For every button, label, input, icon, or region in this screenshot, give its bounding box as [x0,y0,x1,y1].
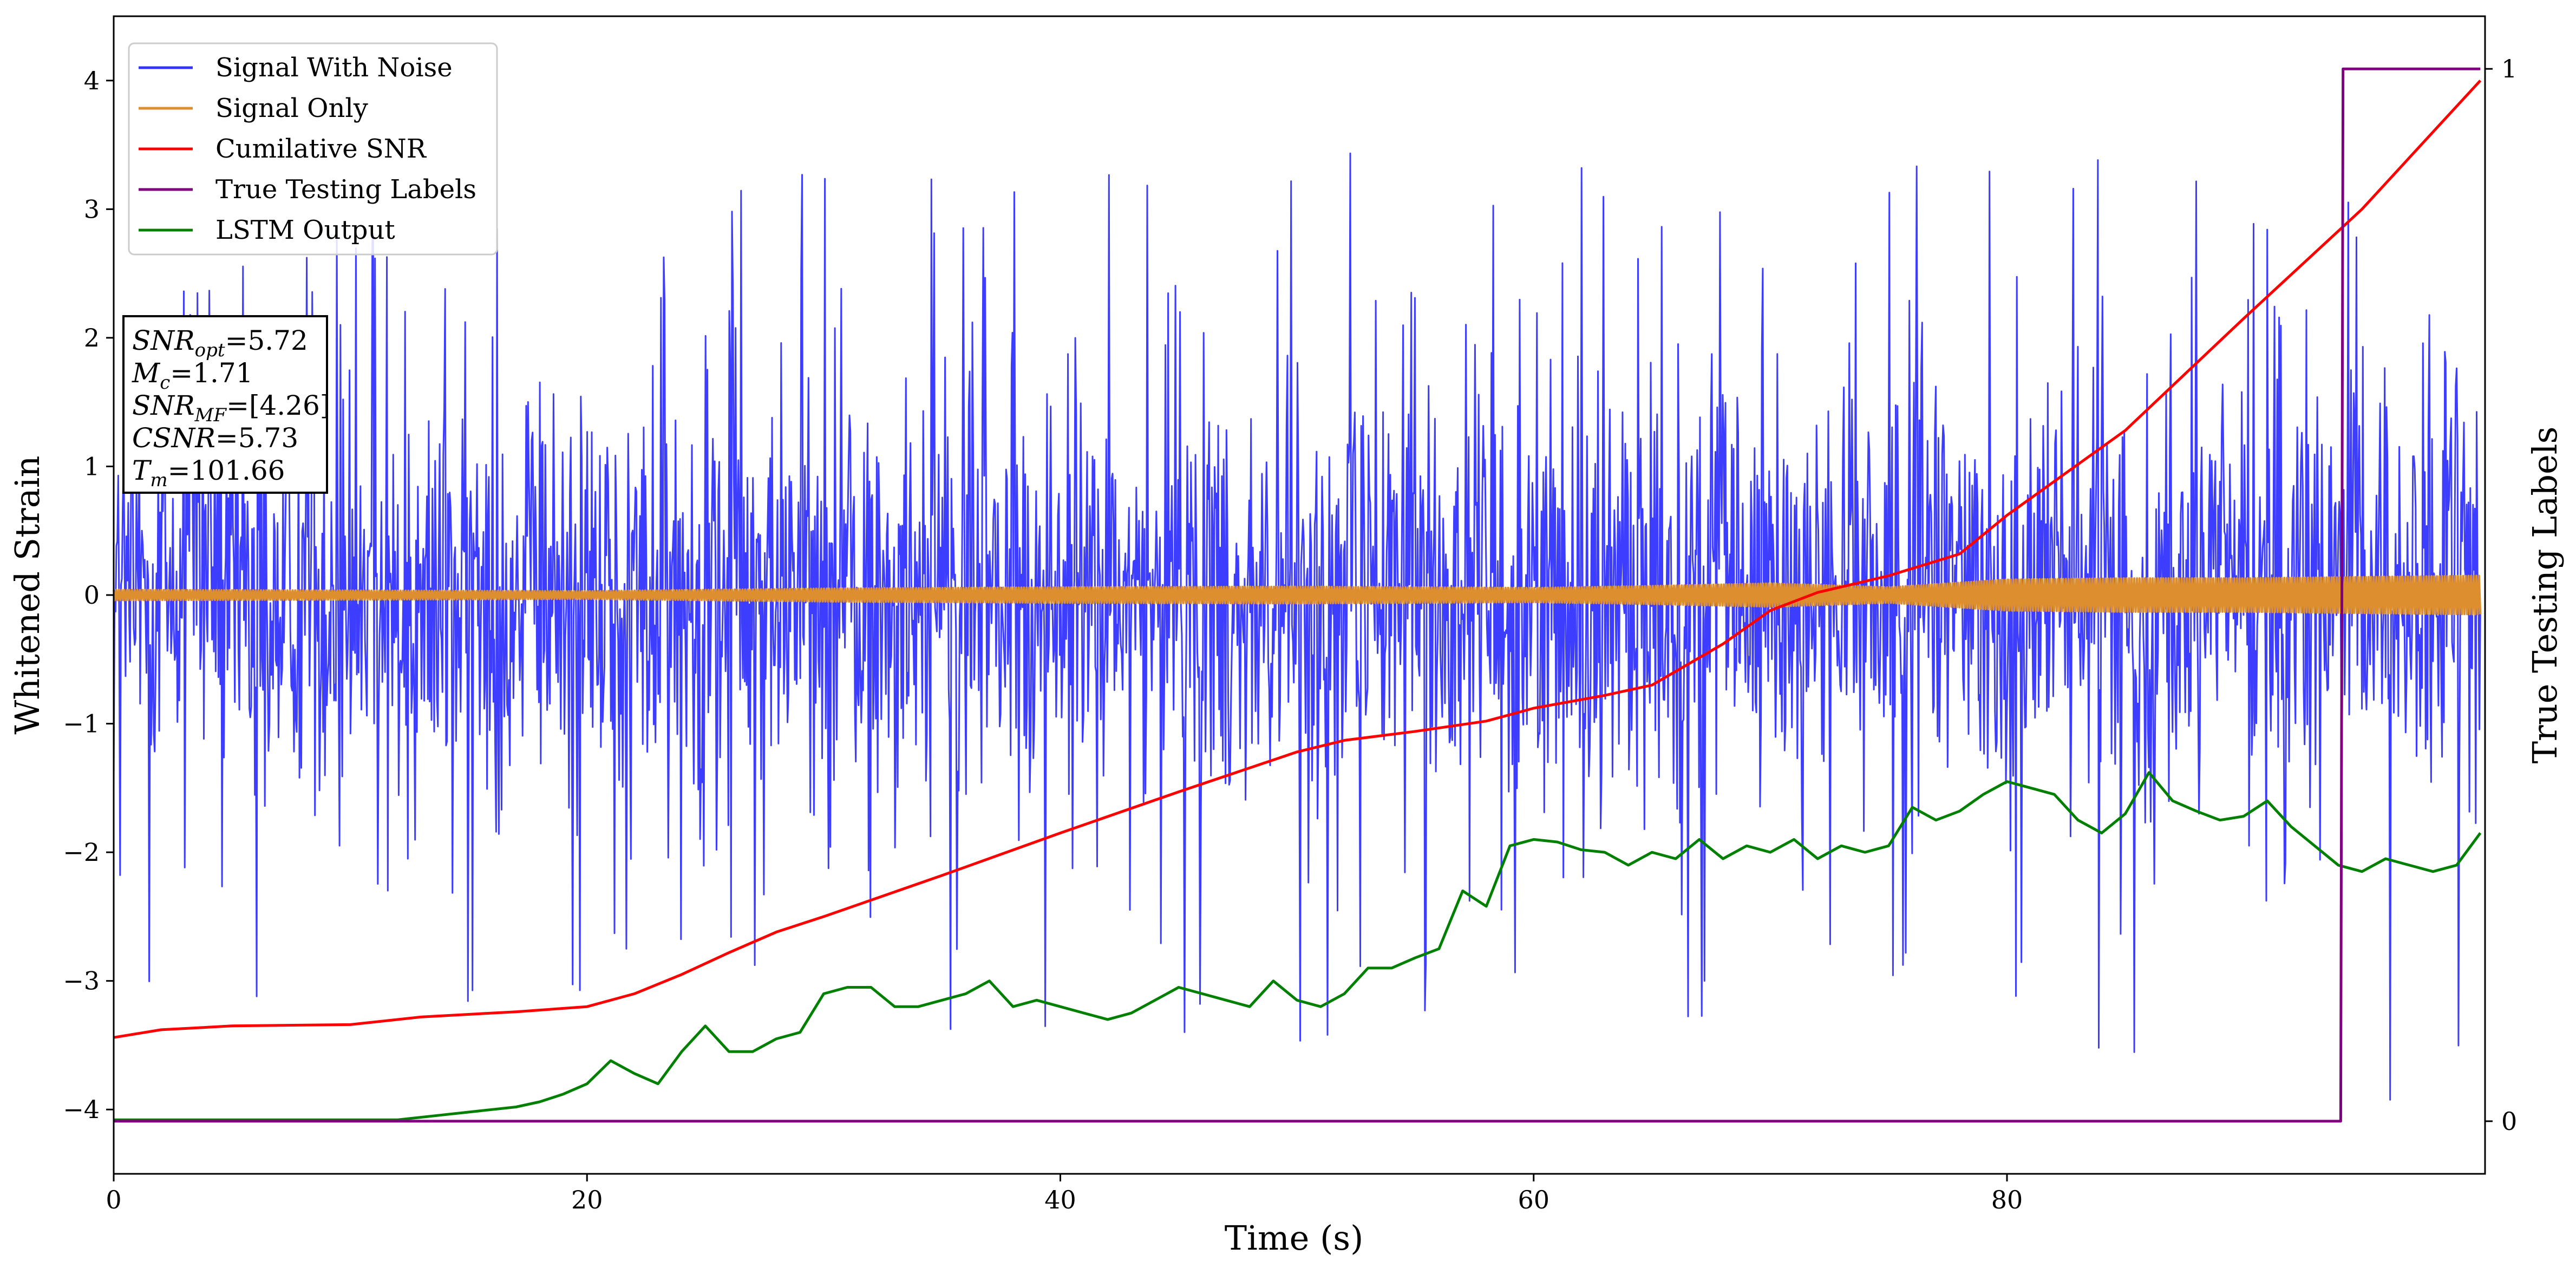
y-tick-label: 0 [84,580,100,610]
legend-label: Signal Only [215,93,368,123]
signal-only-series [113,574,2482,616]
y2-axis-label: True Testing Labels [2525,427,2565,764]
y-tick-label: 4 [84,66,100,95]
x-axis-label: Time (s) [1225,1218,1364,1258]
y2-tick-label: 0 [2501,1107,2517,1136]
info-line: Mc=1.71 [132,357,253,394]
x-axis: 0 20 40 60 80 [106,1174,2023,1214]
cumulative-snr-line [113,80,2482,1039]
y-tick-label: −2 [63,838,100,867]
info-line: SNRopt=5.72 [132,325,308,361]
info-line: Tm=101.66 [132,455,285,491]
legend-label: LSTM Output [215,215,395,245]
x-tick-label: 40 [1044,1185,1076,1214]
signal-with-noise-line [113,152,2481,1101]
y-tick-label: −3 [63,966,100,996]
legend-box [128,42,498,256]
line-series-group [113,67,2482,1123]
info-box-frame [122,315,328,494]
y-tick-label: −1 [63,709,100,739]
legend-label: Cumilative SNR [215,134,427,164]
info-line: SNRMF=[4.26] [132,390,330,426]
legend-label: Signal With Noise [215,53,453,83]
info-line: CSNR=5.73 [132,422,298,454]
signal-only-line [113,574,2482,616]
info-box: SNRopt=5.72Mc=1.71SNRMF=[4.26]CSNR=5.73T… [122,315,330,494]
y-axis-left: −4 −3 −2 −1 0 1 2 3 4 [63,66,114,1124]
x-tick-label: 80 [1991,1185,2023,1214]
y-tick-label: 2 [84,323,100,352]
y-tick-label: 1 [84,452,100,481]
legend: Signal With Noise Signal Only Cumilative S… [128,42,498,256]
y-axis-label: Whitened Strain [8,456,47,735]
x-tick-label: 0 [106,1185,121,1214]
y-tick-label: −4 [63,1095,100,1124]
true-testing-labels-line [114,67,2481,1123]
y2-tick-label: 1 [2501,54,2517,83]
y-tick-label: 3 [84,194,100,224]
legend-label: True Testing Labels [215,174,476,205]
signal-with-noise-series [113,152,2481,1101]
x-tick-label: 60 [1518,1185,1549,1214]
y-axis-right: 01 [2485,54,2517,1136]
lstm-output-line [114,771,2482,1121]
x-tick-label: 20 [571,1185,603,1214]
